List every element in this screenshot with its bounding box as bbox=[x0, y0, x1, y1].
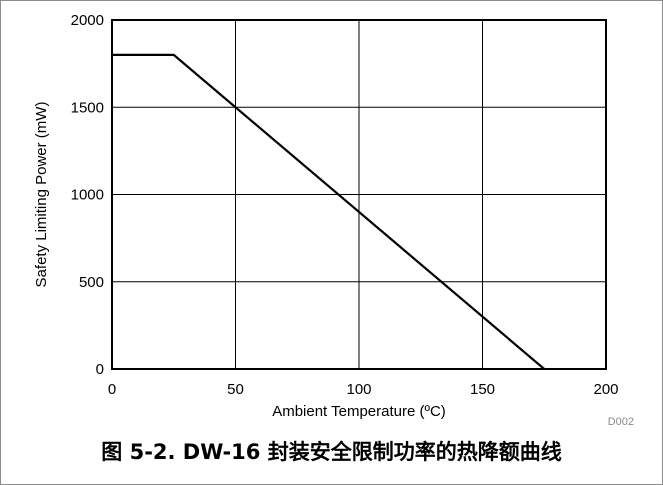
figure-id-label: D002 bbox=[608, 416, 634, 428]
y-tick-label: 0 bbox=[96, 361, 104, 378]
x-tick-label: 200 bbox=[593, 381, 618, 398]
series-line bbox=[112, 53, 545, 370]
plot-area bbox=[111, 19, 607, 370]
y-tick-label: 1000 bbox=[71, 187, 104, 204]
y-tick-label: 500 bbox=[79, 274, 104, 291]
figure-caption: 图 5-2. DW-16 封装安全限制功率的热降额曲线 bbox=[101, 440, 562, 464]
y-tick-label: 2000 bbox=[71, 12, 104, 29]
x-axis-title: Ambient Temperature (ºC) bbox=[272, 403, 446, 420]
y-axis-title: Safety Limiting Power (mW) bbox=[33, 102, 50, 288]
x-tick-label: 50 bbox=[227, 381, 244, 398]
x-tick-label: 150 bbox=[470, 381, 495, 398]
x-tick-label: 100 bbox=[346, 381, 371, 398]
x-tick-label: 0 bbox=[108, 381, 116, 398]
y-tick-label: 1500 bbox=[71, 99, 104, 116]
